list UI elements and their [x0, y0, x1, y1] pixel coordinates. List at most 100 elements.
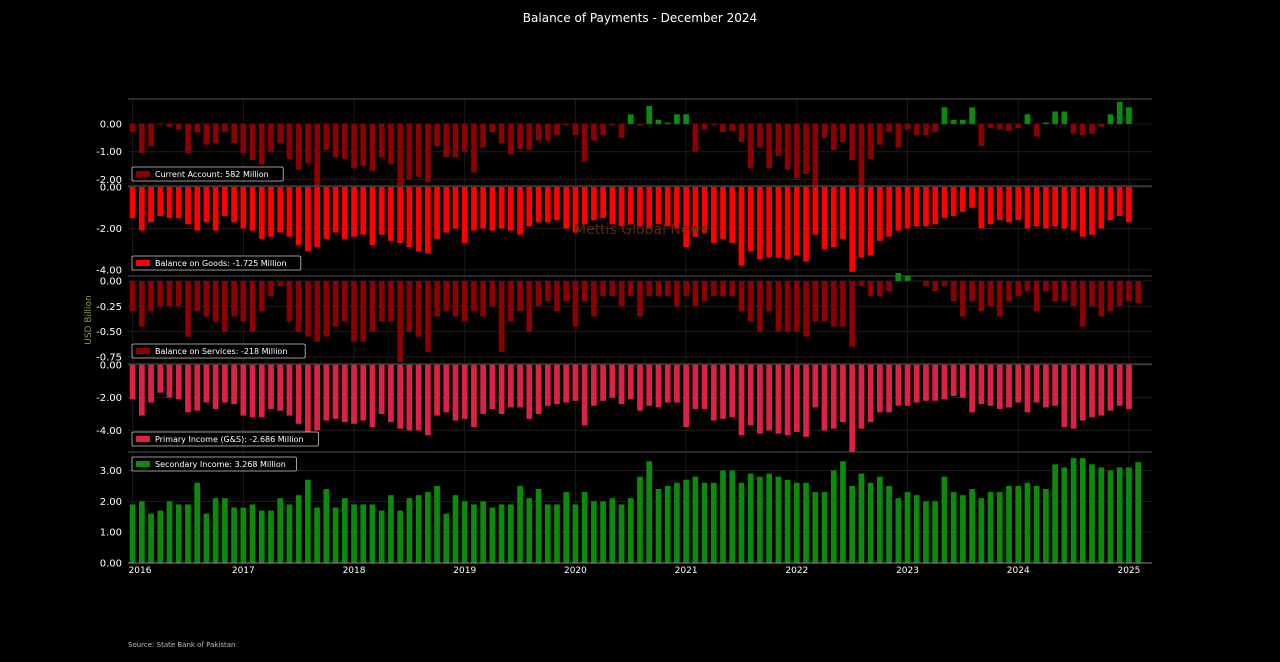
x-tick-label: 2020 [564, 566, 587, 576]
bar [369, 281, 376, 332]
legend: Current Account: 582 Million [131, 166, 284, 182]
bar [766, 123, 773, 169]
bar [1070, 458, 1077, 563]
bar [600, 187, 606, 219]
bar [277, 123, 284, 144]
bar [738, 482, 745, 563]
bar [295, 187, 302, 246]
bar [766, 187, 773, 258]
bar [627, 281, 634, 297]
bar [314, 187, 320, 248]
bar [203, 364, 210, 403]
bar [1024, 482, 1031, 563]
bar [609, 187, 616, 225]
bar [941, 364, 948, 400]
bar [526, 281, 533, 332]
bar [581, 492, 588, 563]
bar [572, 123, 579, 136]
bar [305, 479, 311, 563]
legend-swatch [136, 171, 150, 177]
bar [286, 281, 293, 322]
bar [886, 485, 892, 563]
bar [969, 489, 975, 563]
bar [710, 482, 717, 563]
bar [434, 187, 440, 239]
bar [1116, 101, 1123, 124]
legend: Balance on Services: -218 Million [131, 343, 306, 359]
bar [517, 485, 523, 563]
bar [591, 187, 597, 221]
bar [332, 281, 339, 327]
bar [729, 470, 736, 563]
bar [720, 187, 726, 239]
bar [498, 281, 505, 352]
bar [747, 187, 754, 252]
bar [323, 187, 330, 239]
chart-title: Balance of Payments - December 2024 [522, 11, 758, 25]
bar [646, 364, 653, 406]
bar [609, 364, 616, 398]
bar [535, 489, 542, 563]
bar [1043, 281, 1049, 292]
bar [978, 187, 985, 229]
bar [1061, 467, 1068, 563]
bar [627, 114, 634, 124]
bar [674, 364, 680, 403]
bar [443, 187, 450, 233]
bar [803, 364, 809, 437]
bar [424, 123, 431, 183]
bar [720, 470, 726, 563]
y-tick-label: 0.00 [100, 277, 122, 288]
bar [664, 122, 671, 124]
bar [600, 123, 606, 136]
bar [1043, 364, 1049, 408]
bar [978, 364, 985, 405]
bar [766, 473, 773, 563]
x-tick-label: 2019 [453, 566, 476, 576]
bar [323, 489, 330, 563]
bar [803, 123, 809, 174]
bar [397, 123, 404, 185]
bar [876, 281, 883, 297]
bar [1135, 462, 1142, 563]
bar [185, 504, 191, 563]
bar [1098, 187, 1105, 229]
bar [563, 364, 570, 403]
bar [876, 123, 883, 145]
bar [471, 364, 477, 428]
bar [544, 504, 551, 563]
bar [148, 513, 154, 563]
bar [148, 187, 154, 223]
bar [157, 187, 164, 217]
bar [618, 504, 625, 563]
bar [258, 364, 265, 418]
bar [1061, 364, 1068, 428]
bar [747, 281, 754, 322]
bar [1061, 187, 1068, 229]
bar [369, 123, 376, 172]
bar [240, 187, 247, 229]
bar [1052, 281, 1058, 302]
bar [148, 364, 154, 403]
bar [747, 473, 754, 563]
bar [701, 364, 708, 410]
bar [498, 187, 505, 229]
y-tick-label: 2.00 [100, 497, 122, 508]
bar [775, 281, 782, 332]
bar [830, 470, 837, 563]
y-tick-label: -0.50 [96, 327, 122, 338]
bar [581, 281, 588, 302]
bar [203, 281, 210, 317]
bar [489, 123, 496, 133]
bar [194, 187, 201, 231]
bar [443, 281, 450, 312]
bar [1043, 489, 1049, 563]
bar [231, 187, 237, 223]
bar [406, 187, 413, 248]
bar [821, 364, 828, 431]
bar [1126, 187, 1132, 223]
bar [1033, 187, 1040, 227]
bar [129, 123, 136, 133]
bar [424, 492, 431, 563]
legend-swatch [136, 260, 150, 266]
